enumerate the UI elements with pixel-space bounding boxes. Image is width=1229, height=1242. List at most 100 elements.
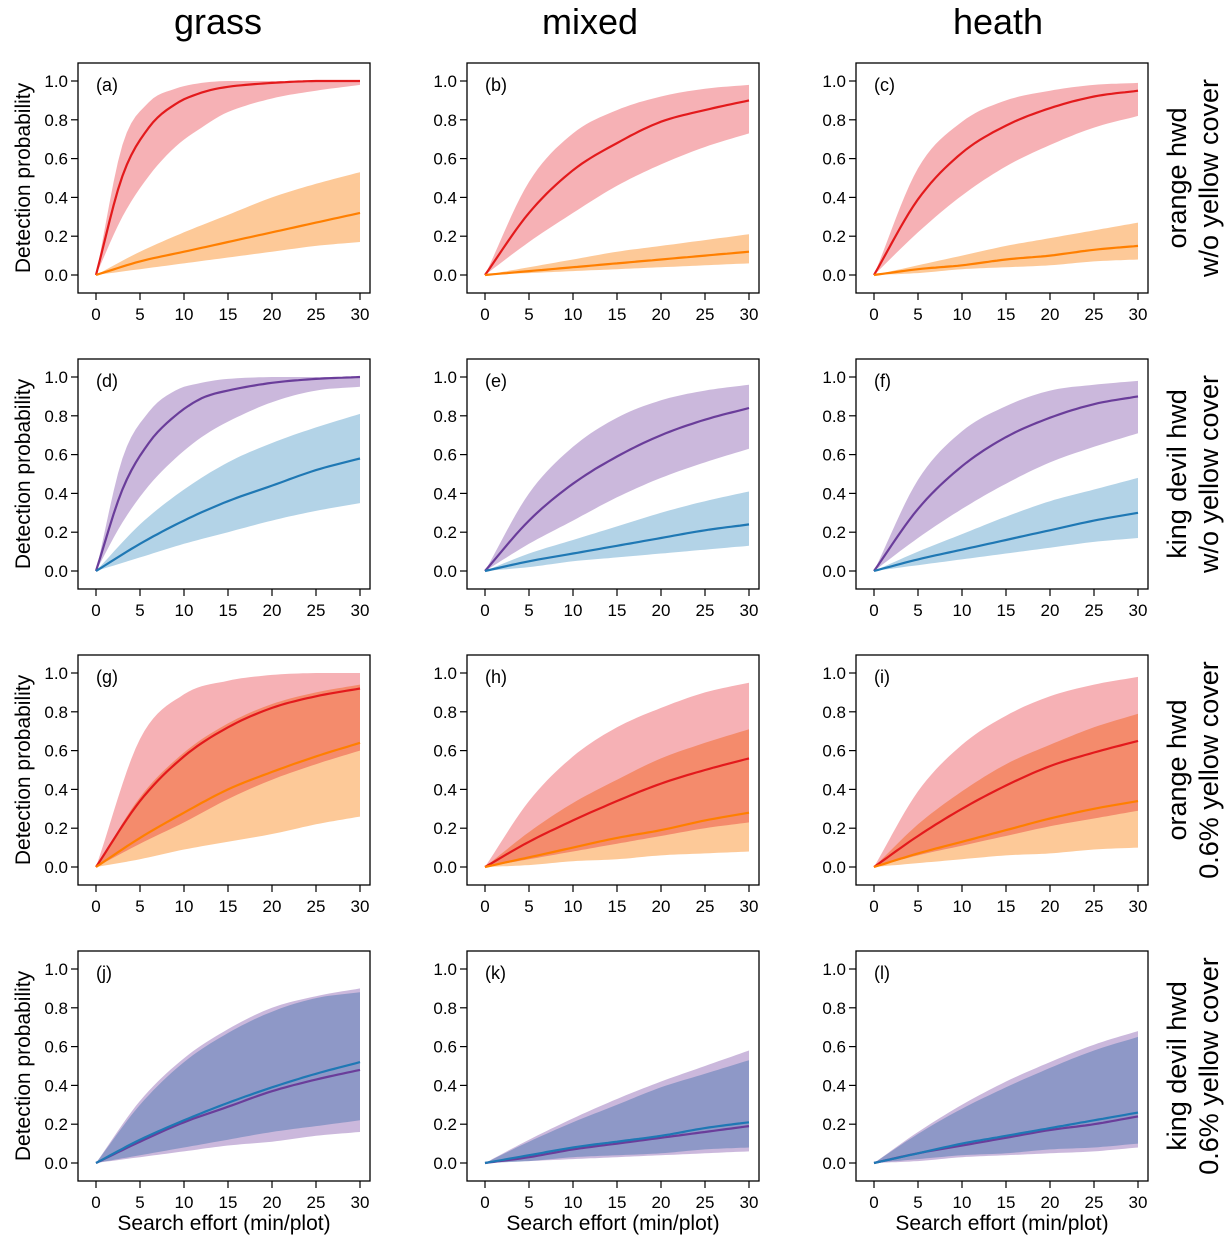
- y-tick-label: 0.4: [44, 188, 68, 207]
- x-tick-label: 5: [524, 601, 533, 620]
- panel-label: (j): [96, 963, 112, 983]
- x-tick-label: 15: [219, 601, 238, 620]
- row-title-2-line-2: w/o yellow cover: [1194, 375, 1224, 574]
- row-title-2-line-1: king devil hwd: [1162, 389, 1192, 559]
- line-red: [484, 757, 750, 868]
- x-tick-label: 10: [953, 305, 972, 324]
- x-tick-label: 15: [608, 305, 627, 324]
- y-tick-label: 0.8: [822, 999, 846, 1018]
- y-tick-label: 1.0: [44, 368, 68, 387]
- y-tick-label: 0.6: [822, 1038, 846, 1057]
- plot-frame: [77, 950, 371, 1182]
- panel-label: (l): [874, 963, 890, 983]
- x-tick-label: 15: [219, 1193, 238, 1212]
- panel-label: (g): [96, 667, 118, 687]
- line-purple: [484, 1125, 750, 1165]
- x-tick-label: 15: [608, 1193, 627, 1212]
- y-tick-label: 0.8: [44, 407, 68, 426]
- x-tick-label: 30: [740, 305, 759, 324]
- y-tick-label: 0.8: [433, 999, 457, 1018]
- x-tick-label: 5: [913, 897, 922, 916]
- y-tick-label: 1.0: [822, 368, 846, 387]
- x-tick-label: 0: [91, 897, 100, 916]
- x-tick-label: 30: [1129, 1193, 1148, 1212]
- column-title-heath: heath: [953, 1, 1043, 42]
- line-orange: [95, 741, 361, 868]
- plot-frame: [855, 654, 1149, 886]
- x-tick-label: 20: [652, 897, 671, 916]
- x-tick-label: 25: [307, 601, 326, 620]
- x-tick-label: 15: [608, 601, 627, 620]
- plot-frame: [77, 62, 371, 294]
- x-tick-label: 20: [1041, 305, 1060, 324]
- x-tick-label: 5: [913, 601, 922, 620]
- ci-band-blue: [485, 1060, 749, 1163]
- x-tick-label: 30: [1129, 897, 1148, 916]
- y-tick-label: 0.0: [822, 266, 846, 285]
- y-tick-label: 0.0: [822, 1154, 846, 1173]
- plot-frame: [77, 358, 371, 590]
- y-tick-label: 1.0: [44, 664, 68, 683]
- line-blue: [484, 1121, 750, 1165]
- y-tick-label: 1.0: [433, 664, 457, 683]
- x-tick-label: 5: [524, 897, 533, 916]
- x-tick-label: 20: [263, 897, 282, 916]
- x-tick-label: 15: [997, 897, 1016, 916]
- ci-band-blue: [96, 992, 360, 1163]
- x-tick-label: 5: [135, 305, 144, 324]
- y-tick-label: 0.8: [44, 111, 68, 130]
- x-tick-label: 0: [91, 1193, 100, 1212]
- x-tick-label: 10: [953, 601, 972, 620]
- y-tick-label: 0.6: [44, 1038, 68, 1057]
- plot-frame: [466, 62, 760, 294]
- plot-frame: [855, 358, 1149, 590]
- y-tick-label: 1.0: [433, 72, 457, 91]
- y-tick-label: 0.4: [822, 780, 846, 799]
- x-tick-label: 20: [1041, 1193, 1060, 1212]
- x-tick-label: 30: [740, 897, 759, 916]
- y-tick-label: 0.2: [433, 819, 457, 838]
- y-tick-label: 0.4: [433, 188, 457, 207]
- row-title-4: king devil hwd 0.6% yellow cover: [1162, 957, 1224, 1175]
- x-tick-label: 25: [307, 305, 326, 324]
- y-axis-label-row-1: Detection probability: [12, 82, 35, 273]
- panel-label: (f): [874, 371, 891, 391]
- y-tick-label: 0.6: [44, 150, 68, 169]
- ci-band-red: [874, 82, 1138, 276]
- y-tick-label: 0.2: [822, 1115, 846, 1134]
- y-tick-label: 0.6: [44, 742, 68, 761]
- y-tick-label: 0.6: [433, 446, 457, 465]
- panel-g: 0.0 0.2 0.4 0.6 0.8 1.0 0 5 10 15 20 25 30 (g): [44, 654, 371, 916]
- ci-band-orange: [874, 713, 1138, 867]
- y-tick-label: 1.0: [44, 960, 68, 979]
- y-tick-label: 0.0: [822, 858, 846, 877]
- x-tick-label: 10: [175, 1193, 194, 1212]
- x-tick-label: 0: [91, 601, 100, 620]
- panel-b: 0.0 0.2 0.4 0.6 0.8 1.0 0 5 10 15 20 25 30 (b): [433, 62, 760, 324]
- ci-band-blue: [874, 477, 1138, 571]
- y-tick-label: 0.2: [822, 819, 846, 838]
- line-blue: [484, 523, 750, 573]
- x-axis-label-heath: Search effort (min/plot): [895, 1212, 1108, 1235]
- y-tick-label: 1.0: [822, 664, 846, 683]
- line-orange: [95, 211, 361, 277]
- y-tick-label: 0.2: [822, 523, 846, 542]
- y-tick-label: 0.4: [822, 484, 846, 503]
- plot-frame: [466, 358, 760, 590]
- x-tick-label: 30: [351, 305, 370, 324]
- x-tick-label: 10: [564, 897, 583, 916]
- x-tick-label: 10: [953, 897, 972, 916]
- x-tick-label: 10: [564, 601, 583, 620]
- panel-label: (h): [485, 667, 507, 687]
- x-tick-label: 15: [997, 305, 1016, 324]
- plot-frame: [466, 950, 760, 1182]
- y-tick-label: 0.6: [433, 1038, 457, 1057]
- y-tick-label: 0.0: [433, 562, 457, 581]
- panel-i: 0.0 0.2 0.4 0.6 0.8 1.0 0 5 10 15 20 25 30 (i): [822, 654, 1149, 916]
- x-tick-label: 15: [608, 897, 627, 916]
- y-tick-label: 1.0: [433, 960, 457, 979]
- panels-group: 0.00.20.40.60.81.00 5 10 15 20 25 30(a)0.00.20…: [44, 62, 1149, 1212]
- x-tick-label: 30: [740, 601, 759, 620]
- x-axis-label-mixed: Search effort (min/plot): [506, 1212, 719, 1235]
